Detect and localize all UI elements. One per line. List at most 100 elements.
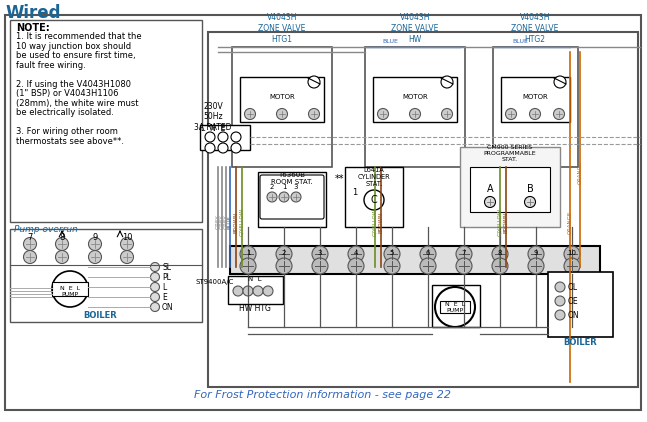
Text: 230V
50Hz
3A RATED: 230V 50Hz 3A RATED (194, 102, 232, 132)
Circle shape (243, 286, 253, 296)
Circle shape (279, 192, 289, 202)
Bar (232, 47, 332, 167)
Circle shape (240, 258, 256, 274)
Text: 7: 7 (462, 250, 466, 256)
Text: SL: SL (162, 262, 171, 271)
Circle shape (205, 143, 215, 153)
Text: 3. For wiring other room: 3. For wiring other room (16, 127, 118, 136)
Text: MOTOR: MOTOR (522, 94, 548, 100)
Text: N  E  L: N E L (60, 287, 80, 292)
Circle shape (555, 282, 565, 292)
Text: BROWN: BROWN (503, 211, 509, 233)
Circle shape (505, 108, 516, 119)
Text: MOTOR: MOTOR (402, 94, 428, 100)
Circle shape (492, 258, 508, 274)
Text: OE: OE (568, 297, 578, 306)
Text: BROWN: BROWN (234, 211, 239, 233)
Text: OL: OL (568, 282, 578, 292)
Text: thermostats see above**.: thermostats see above**. (16, 136, 124, 146)
Circle shape (528, 258, 544, 274)
Text: N  L: N L (248, 276, 262, 282)
Text: G/YELLOW: G/YELLOW (373, 208, 377, 236)
Text: PL: PL (162, 273, 171, 281)
Circle shape (410, 108, 421, 119)
Circle shape (231, 132, 241, 142)
Circle shape (253, 286, 263, 296)
Text: ST9400A/C: ST9400A/C (196, 279, 234, 285)
Circle shape (312, 246, 328, 262)
Circle shape (276, 246, 292, 262)
Circle shape (564, 258, 580, 274)
FancyBboxPatch shape (260, 175, 324, 219)
Circle shape (528, 246, 544, 262)
Bar (493, 47, 578, 167)
Circle shape (151, 292, 160, 301)
Bar (228, 276, 283, 304)
Circle shape (364, 190, 384, 210)
Circle shape (492, 246, 508, 262)
Circle shape (456, 246, 472, 262)
Circle shape (441, 76, 453, 88)
Bar (460, 147, 560, 227)
Text: CM900 SERIES
PROGRAMMABLE
STAT.: CM900 SERIES PROGRAMMABLE STAT. (484, 145, 536, 162)
Text: Pump overrun: Pump overrun (14, 225, 78, 234)
Text: L: L (162, 282, 166, 292)
Circle shape (554, 76, 566, 88)
Text: GREY: GREY (219, 215, 225, 229)
Text: BOILER: BOILER (83, 311, 117, 320)
Circle shape (205, 132, 215, 142)
Text: 8: 8 (498, 250, 502, 256)
Circle shape (151, 273, 160, 281)
Bar (200, 125, 250, 150)
Circle shape (56, 238, 69, 251)
Text: 1: 1 (246, 250, 250, 256)
Bar (208, 32, 638, 387)
Circle shape (348, 246, 364, 262)
Circle shape (56, 251, 69, 263)
Circle shape (553, 108, 564, 119)
Bar (10, 20, 202, 222)
Text: NOTE:: NOTE: (16, 23, 50, 33)
Text: 2. If using the V4043H1080: 2. If using the V4043H1080 (16, 79, 131, 89)
Bar (52, 282, 88, 296)
Circle shape (267, 192, 277, 202)
Text: PUMP: PUMP (446, 308, 463, 314)
Text: be used to ensure first time,: be used to ensure first time, (16, 51, 136, 60)
Text: 7: 7 (27, 233, 33, 241)
Text: 1. It is recommended that the: 1. It is recommended that the (16, 32, 142, 41)
Text: T6360B
ROOM STAT.: T6360B ROOM STAT. (271, 172, 313, 185)
Text: E: E (162, 292, 167, 301)
Text: PUMP: PUMP (61, 292, 78, 298)
Circle shape (312, 258, 328, 274)
Bar (240, 77, 324, 122)
Circle shape (291, 192, 301, 202)
Bar (345, 167, 403, 227)
Circle shape (23, 251, 36, 263)
Text: 2: 2 (270, 184, 274, 190)
Text: V4043H
ZONE VALVE
HW: V4043H ZONE VALVE HW (391, 13, 439, 44)
Text: 3: 3 (318, 250, 322, 256)
Text: 8: 8 (60, 233, 65, 241)
Circle shape (218, 143, 228, 153)
Circle shape (233, 286, 243, 296)
Circle shape (435, 287, 475, 327)
Text: V4043H
ZONE VALVE
HTG1: V4043H ZONE VALVE HTG1 (258, 13, 305, 44)
Circle shape (245, 108, 256, 119)
Circle shape (151, 262, 160, 271)
Circle shape (485, 197, 496, 208)
Circle shape (348, 258, 364, 274)
Circle shape (89, 251, 102, 263)
Text: be electrically isolated.: be electrically isolated. (16, 108, 114, 117)
Text: 10: 10 (567, 250, 576, 256)
Text: Wired: Wired (5, 4, 61, 22)
Text: L641A
CYLINDER
STAT.: L641A CYLINDER STAT. (358, 167, 390, 187)
Text: 10 way junction box should: 10 way junction box should (16, 41, 131, 51)
Circle shape (240, 246, 256, 262)
Text: **: ** (335, 174, 345, 184)
Circle shape (308, 76, 320, 88)
Circle shape (456, 258, 472, 274)
Circle shape (52, 271, 88, 307)
Text: GREY: GREY (215, 215, 221, 229)
Circle shape (384, 258, 400, 274)
Circle shape (529, 108, 540, 119)
